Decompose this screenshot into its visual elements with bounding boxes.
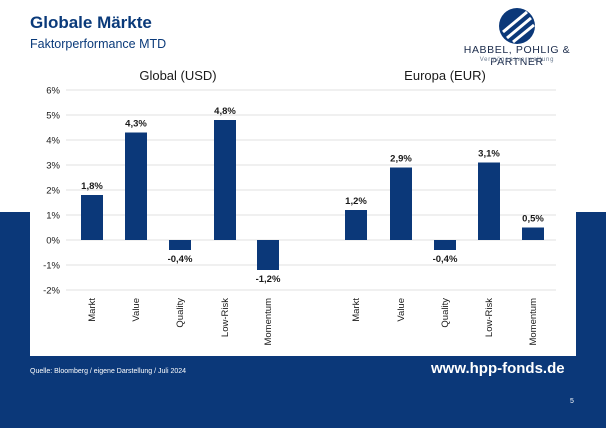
data-label: 4,8% xyxy=(214,106,236,117)
page-subtitle: Faktorperformance MTD xyxy=(30,37,167,51)
bar xyxy=(390,167,412,240)
y-tick-label: 5% xyxy=(46,111,60,122)
x-tick-label: Markt xyxy=(87,298,98,322)
data-label: 3,1% xyxy=(478,149,500,160)
y-tick-label: 3% xyxy=(46,161,60,172)
x-tick-label: Value xyxy=(396,298,407,322)
group-title: Europa (EUR) xyxy=(404,68,486,83)
y-tick-label: -1% xyxy=(43,261,60,272)
x-tick-label: Momentum xyxy=(528,298,539,346)
data-label: -0,4% xyxy=(433,254,458,265)
bar xyxy=(125,132,147,240)
bar xyxy=(434,240,456,250)
data-label: 2,9% xyxy=(390,154,412,165)
y-tick-label: -2% xyxy=(43,286,60,297)
website-link[interactable]: www.hpp-fonds.de xyxy=(431,360,565,377)
data-label: -1,2% xyxy=(256,274,281,285)
data-label: -0,4% xyxy=(168,254,193,265)
x-tick-label: Low-Risk xyxy=(220,298,231,337)
logo-name: HABBEL, POHLIG & PARTNER xyxy=(463,44,571,68)
data-label: 4,3% xyxy=(125,119,147,130)
bar xyxy=(522,227,544,240)
group-title: Global (USD) xyxy=(139,68,216,83)
y-tick-label: 0% xyxy=(46,236,60,247)
data-label: 1,2% xyxy=(345,196,367,207)
hpp-logo-icon xyxy=(499,8,535,44)
x-tick-label: Value xyxy=(131,298,142,322)
y-tick-label: 1% xyxy=(46,211,60,222)
y-tick-label: 4% xyxy=(46,136,60,147)
x-tick-label: Markt xyxy=(351,298,362,322)
logo-tagline: Vermögensverwaltung xyxy=(479,57,555,63)
x-tick-label: Low-Risk xyxy=(484,298,495,337)
page-number: 5 xyxy=(570,398,574,405)
bar xyxy=(478,162,500,240)
bar xyxy=(345,210,367,240)
bar xyxy=(169,240,191,250)
bar xyxy=(257,240,279,270)
data-label: 1,8% xyxy=(81,181,103,192)
x-tick-label: Momentum xyxy=(263,298,274,346)
y-tick-label: 6% xyxy=(46,86,60,97)
x-tick-label: Quality xyxy=(175,298,186,328)
data-label: 0,5% xyxy=(522,214,544,225)
source-note: Quelle: Bloomberg / eigene Darstellung /… xyxy=(30,368,187,375)
bar xyxy=(214,120,236,240)
y-tick-label: 2% xyxy=(46,186,60,197)
page-title: Globale Märkte xyxy=(30,13,152,32)
bar xyxy=(81,195,103,240)
x-tick-label: Quality xyxy=(440,298,451,328)
